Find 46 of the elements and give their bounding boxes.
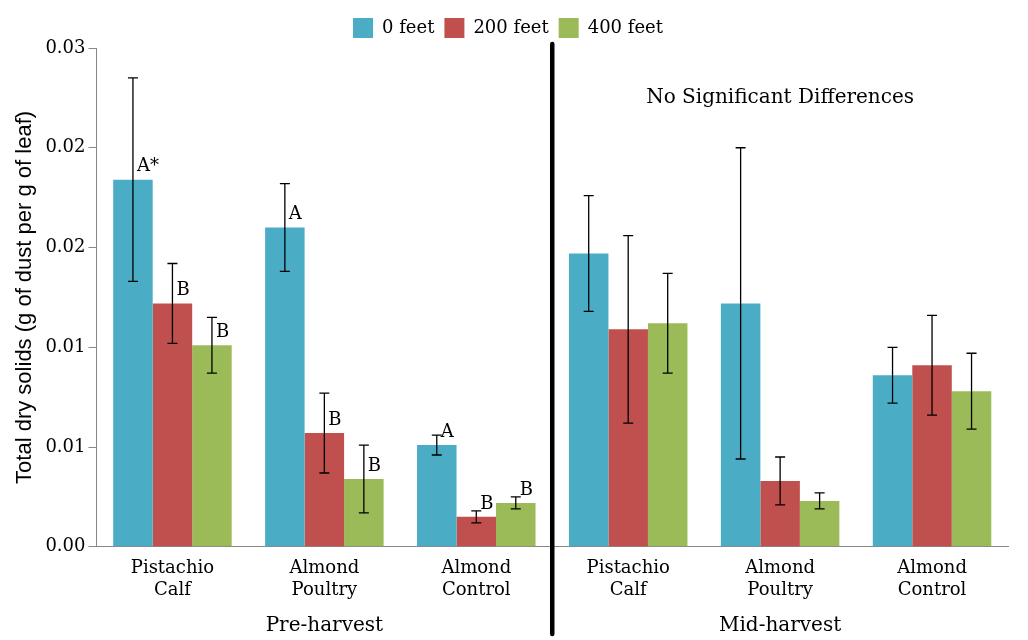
x-tick-label: Almond Control xyxy=(440,556,512,599)
bar xyxy=(951,391,992,547)
bar xyxy=(265,227,305,547)
text: Mid-harvest xyxy=(718,612,842,637)
bar xyxy=(568,253,609,547)
x-tick-label: Pistachio Calf xyxy=(130,556,215,599)
bar xyxy=(799,500,840,547)
data-label: B xyxy=(176,278,190,300)
x-tick-label: Almond Poultry xyxy=(288,556,360,599)
bar xyxy=(456,516,497,547)
y-tick-label: 0.01 xyxy=(45,334,86,356)
x-tick-label: Almond Poultry xyxy=(744,556,816,599)
bar xyxy=(344,478,384,547)
bar xyxy=(417,445,457,547)
x-tick-label: Almond Control xyxy=(896,556,967,599)
bar xyxy=(608,329,648,547)
data-label: B xyxy=(328,407,342,429)
text: Pre-harvest xyxy=(265,612,384,637)
data-label: A xyxy=(439,419,455,441)
x-tick-label: Pistachio Calf xyxy=(586,556,670,599)
y-tick-label: 0.00 xyxy=(45,534,86,556)
bar xyxy=(720,303,761,547)
legend-label: 0 feet xyxy=(382,15,436,37)
legend-label: 200 feet xyxy=(473,15,550,37)
data-label: B xyxy=(367,453,382,475)
bar xyxy=(113,179,153,547)
bar xyxy=(192,345,232,547)
data-label: B xyxy=(480,491,494,513)
y-tick-label: 0.02 xyxy=(45,235,86,257)
y-tick-label: 0.02 xyxy=(45,135,86,157)
data-label: A* xyxy=(135,154,159,176)
data-label: A xyxy=(287,202,303,224)
y-tick-label: 0.01 xyxy=(45,434,86,456)
bar xyxy=(760,480,800,547)
annotation: No Significant Differences xyxy=(646,84,915,109)
legend-label: 400 feet xyxy=(587,15,664,37)
y-tick-label: 0.03 xyxy=(45,35,86,57)
bar xyxy=(647,323,688,547)
y-axis-title: Total dry solids (g of dust per g of leaf) xyxy=(11,110,37,484)
data-label: B xyxy=(215,319,230,341)
bar xyxy=(496,502,536,547)
bar xyxy=(152,303,193,547)
bar xyxy=(912,365,952,547)
bar xyxy=(304,433,345,547)
data-label: B xyxy=(519,477,534,499)
bar xyxy=(872,375,913,547)
